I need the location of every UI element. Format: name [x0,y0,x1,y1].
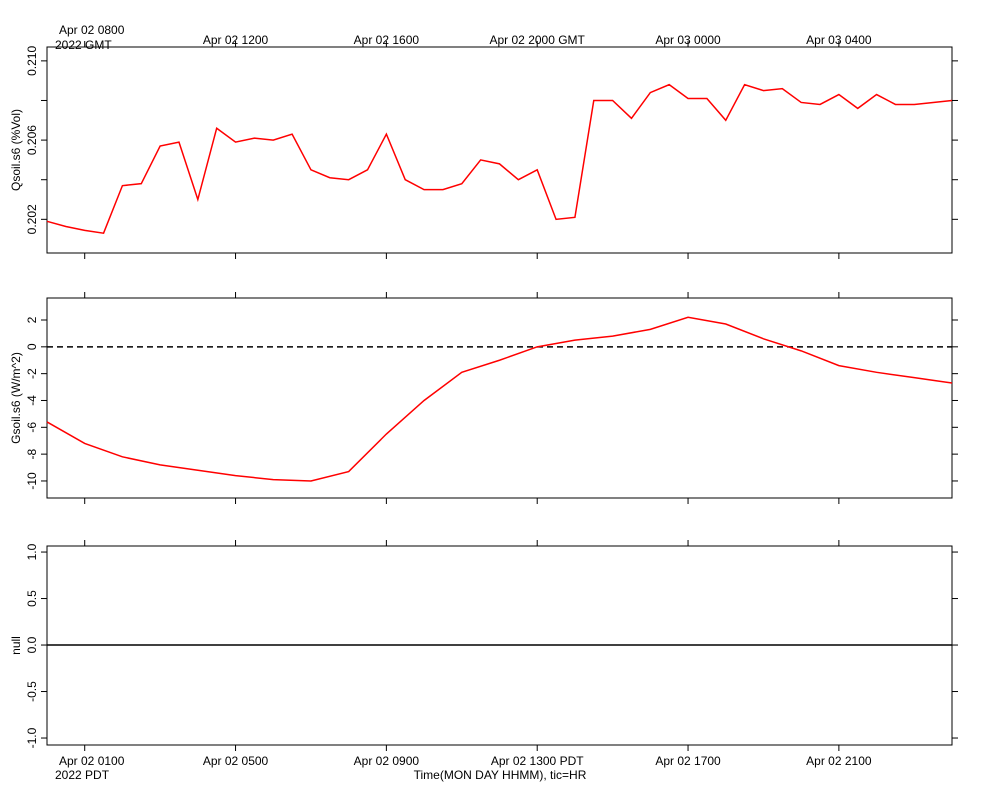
y-tick-label: -8 [25,448,39,459]
y-tick-label: -10 [25,472,39,490]
x-tick-label: Apr 02 2100 [806,754,872,768]
data-line [46,316,953,482]
x-tick-label: Apr 02 1700 [655,754,721,768]
x2-tick-label: Apr 03 0000 [655,33,721,47]
x-axis-label: Time(MON DAY HHMM), tic=HR [414,768,587,782]
panel-frame [46,297,953,499]
x-tick-label: Apr 02 1300 PDT [491,754,584,768]
y-tick-label: 0.5 [25,590,39,607]
panel-frame [46,46,953,254]
x-tick-label: Apr 02 0100 [59,754,125,768]
x2-tick-label: Apr 02 2000 GMT [490,33,586,47]
y-tick-label: 0 [25,343,39,350]
x-note: 2022 PDT [55,768,110,782]
y-axis-label: null [9,636,23,655]
y-tick-label: -6 [25,422,39,433]
y-tick-label: 0.206 [25,125,39,155]
x-tick-label: Apr 02 0500 [203,754,269,768]
y-tick-label: 1.0 [25,543,39,560]
data-line [46,83,953,235]
x2-tick-label: Apr 02 0800 [59,23,125,37]
y-tick-label: 0.202 [25,204,39,234]
y-tick-label: 0.210 [25,46,39,76]
x2-tick-label: Apr 02 1600 [354,33,420,47]
y-axis-label: Gsoil.s6 (W/m^2) [9,352,23,444]
y-axis-label: Qsoil.s6 (%Vol) [9,109,23,191]
y-tick-label: -2 [25,368,39,379]
x-tick-label: Apr 02 0900 [354,754,420,768]
y-tick-label: 0.0 [25,636,39,653]
y-tick-label: -0.5 [25,681,39,702]
y-tick-label: -1.0 [25,727,39,748]
x2-tick-label: Apr 02 1200 [203,33,269,47]
x2-note: 2022 GMT [55,38,112,52]
y-tick-label: -4 [25,395,39,406]
y-tick-label: 2 [25,316,39,323]
x2-tick-label: Apr 03 0400 [806,33,872,47]
